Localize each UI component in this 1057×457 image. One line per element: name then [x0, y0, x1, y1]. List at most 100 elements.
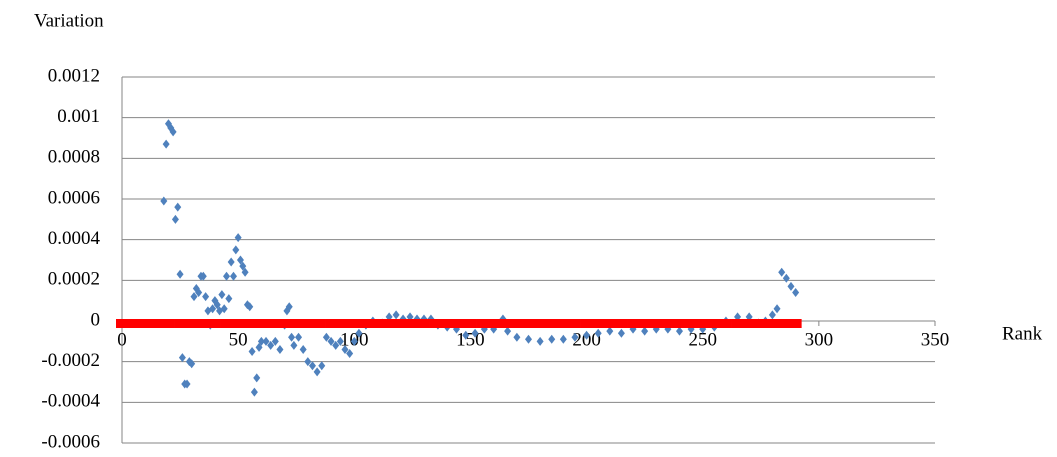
point — [583, 330, 591, 340]
point — [348, 319, 361, 328]
point — [199, 271, 207, 281]
point — [325, 319, 338, 328]
point — [127, 319, 140, 328]
point — [536, 336, 544, 346]
point — [185, 319, 198, 328]
point — [429, 319, 442, 328]
point — [301, 319, 314, 328]
point — [176, 269, 184, 279]
y-tick-label: -0.0004 — [41, 391, 100, 412]
point — [580, 319, 593, 328]
point — [476, 319, 489, 328]
point — [188, 359, 196, 369]
point — [464, 319, 477, 328]
point — [208, 319, 221, 328]
y-tick-label: 0.001 — [57, 106, 100, 127]
y-tick-label: -0.0006 — [41, 431, 100, 452]
point — [559, 334, 567, 344]
point — [346, 349, 354, 359]
point — [743, 319, 756, 328]
point — [673, 319, 686, 328]
point — [792, 288, 800, 298]
point — [471, 328, 479, 338]
point — [160, 196, 168, 206]
point — [285, 302, 293, 312]
point — [615, 319, 628, 328]
point — [225, 294, 233, 304]
x-tick-label: 350 — [921, 329, 950, 350]
point — [787, 281, 795, 291]
x-tick-label: 0 — [117, 329, 127, 350]
point — [171, 214, 179, 224]
point — [322, 332, 330, 342]
point — [232, 319, 245, 328]
point — [675, 326, 683, 336]
y-tick-label: 0.0006 — [48, 187, 100, 208]
point — [209, 304, 217, 314]
point — [236, 255, 244, 265]
point — [267, 340, 275, 350]
point — [202, 292, 210, 302]
point — [248, 347, 256, 356]
point — [150, 319, 163, 328]
point — [190, 292, 198, 302]
point — [406, 319, 419, 328]
point — [229, 271, 237, 281]
point — [169, 127, 177, 137]
point — [355, 328, 363, 338]
point — [213, 300, 221, 310]
point — [250, 387, 258, 397]
point — [227, 257, 235, 267]
point — [162, 139, 170, 149]
point — [383, 319, 396, 328]
point — [295, 332, 303, 342]
point — [246, 302, 254, 312]
point — [174, 202, 182, 212]
point — [174, 319, 187, 328]
point — [499, 319, 512, 328]
point — [525, 334, 532, 344]
point — [255, 319, 268, 328]
point — [778, 267, 786, 277]
point — [262, 336, 270, 346]
point — [789, 319, 802, 328]
point — [332, 340, 340, 350]
point — [731, 319, 744, 328]
point — [266, 319, 279, 328]
point — [139, 319, 152, 328]
point — [341, 344, 349, 354]
point — [304, 357, 312, 367]
point — [641, 326, 649, 336]
y-tick-label: 0 — [91, 309, 101, 330]
point — [183, 379, 191, 389]
point — [313, 367, 321, 377]
point — [617, 328, 625, 338]
point — [220, 304, 228, 314]
point — [278, 319, 291, 328]
y-tick-label: 0.0002 — [48, 269, 100, 290]
x-tick-label: 200 — [572, 329, 601, 350]
point — [504, 326, 512, 336]
point — [336, 319, 349, 328]
point — [318, 361, 326, 371]
point — [441, 319, 454, 328]
point — [243, 319, 256, 328]
point — [545, 319, 558, 328]
point — [253, 373, 261, 383]
point — [606, 326, 614, 336]
point — [371, 319, 384, 328]
point — [462, 330, 470, 340]
point — [661, 319, 674, 328]
point — [241, 267, 249, 277]
point — [239, 261, 247, 271]
point — [557, 319, 570, 328]
point — [778, 319, 791, 328]
point — [220, 319, 233, 328]
point — [685, 319, 698, 328]
point — [288, 332, 296, 342]
point — [313, 319, 326, 328]
point — [394, 319, 407, 328]
point — [197, 319, 210, 328]
point — [754, 319, 767, 328]
point — [708, 319, 721, 328]
